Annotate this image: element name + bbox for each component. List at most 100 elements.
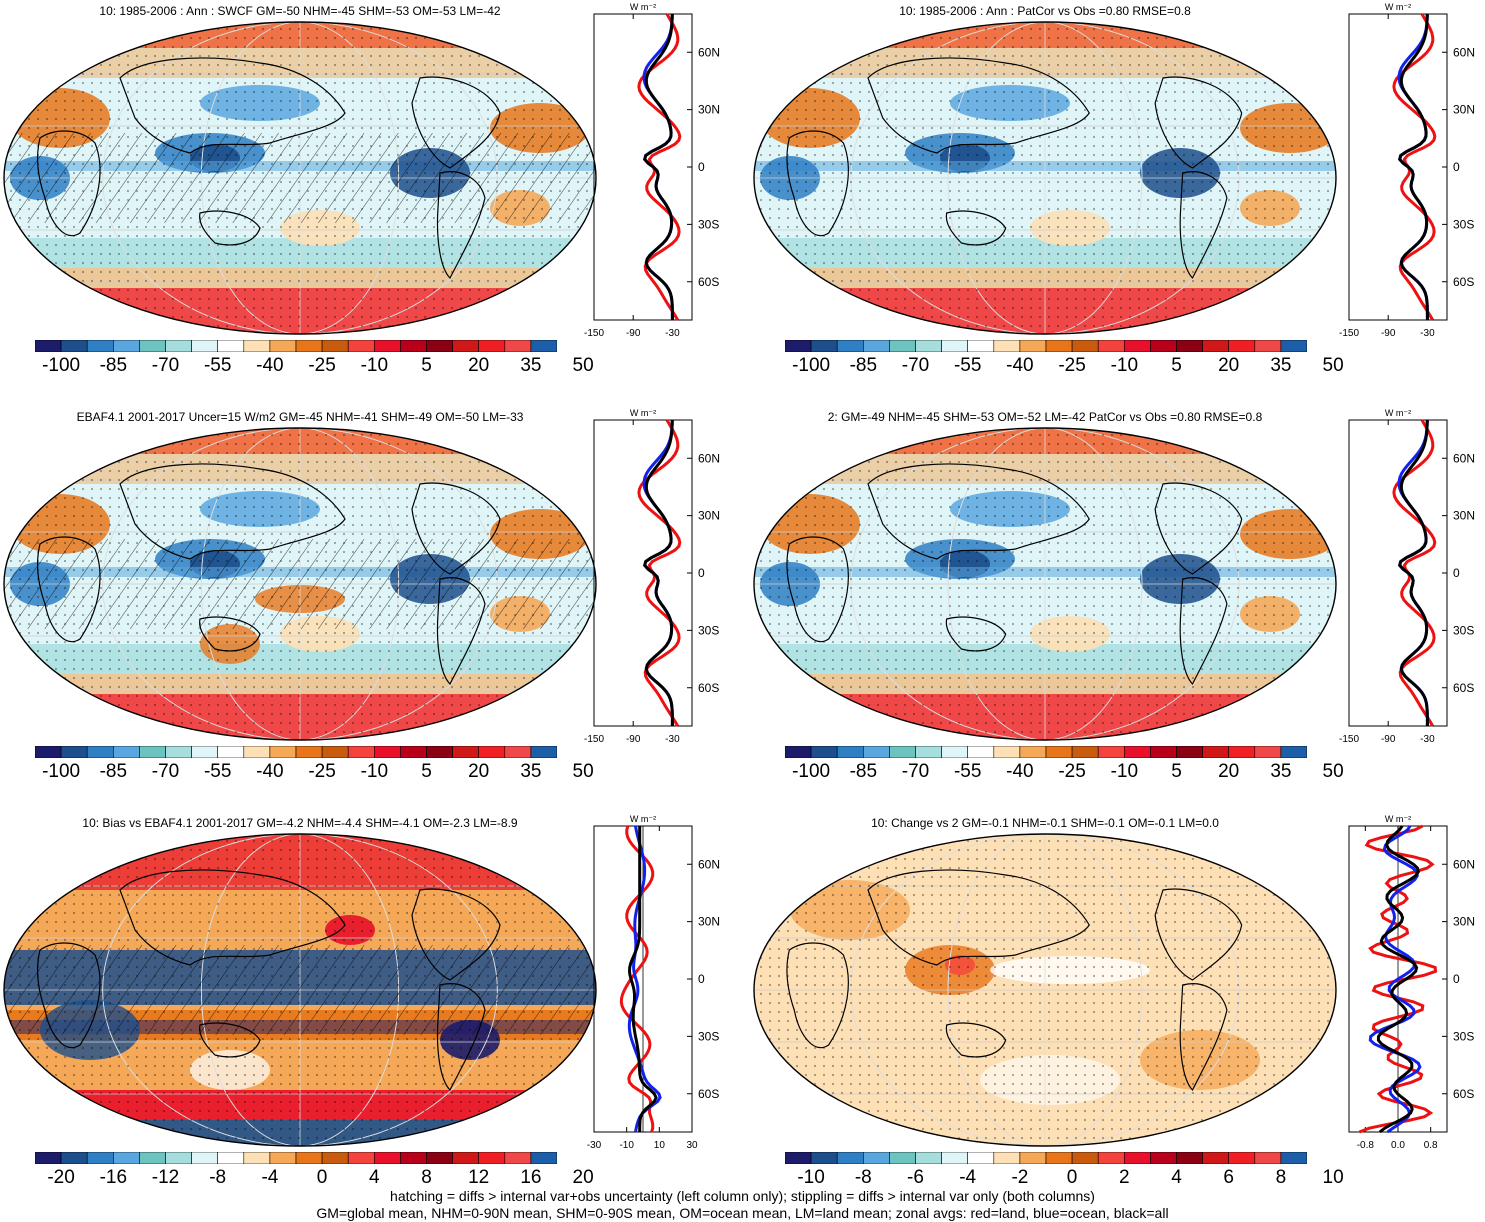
colorbar-label: 8 — [421, 1167, 432, 1188]
colorbar-swatch — [941, 340, 969, 352]
colorbar-swatch — [1071, 746, 1099, 758]
colorbar-label: -10 — [1110, 355, 1139, 376]
zonal-xtick-label: -150 — [1339, 734, 1359, 745]
colorbar-swatch — [1280, 340, 1307, 352]
colorbar-swatch — [321, 340, 349, 352]
colorbar-swatch — [139, 1152, 166, 1164]
colorbar — [35, 746, 557, 758]
colorbar-label: -40 — [256, 355, 284, 376]
zonal-xtick-label: -90 — [626, 734, 641, 745]
zonal-line-all — [1376, 825, 1420, 1134]
zonal-unit-label: W m⁻² — [630, 2, 656, 12]
colorbar-swatch — [217, 746, 245, 758]
colorbar-label: -25 — [1058, 761, 1086, 782]
colorbar-swatch — [1280, 1152, 1307, 1164]
zonal-ytick-label: 30S — [1453, 623, 1474, 637]
zonal-ytick-label: 0 — [1453, 160, 1460, 174]
colorbar-swatch — [1097, 1152, 1125, 1164]
colorbar-label: 35 — [520, 355, 542, 376]
colorbar-label: 20 — [572, 1167, 594, 1188]
footer-line-1: hatching = diffs > internal var+obs unce… — [390, 1188, 1095, 1204]
stippling — [754, 834, 1336, 1146]
colorbar-label: -40 — [1006, 761, 1034, 782]
colorbar-swatch — [1202, 1152, 1230, 1164]
zonal-line-all — [1398, 13, 1429, 320]
colorbar-swatch — [1045, 1152, 1073, 1164]
colorbar-swatch — [863, 1152, 890, 1164]
zonal-ytick-label: 60N — [1453, 451, 1475, 465]
zonal-line-land — [637, 419, 682, 727]
zonal-ytick-label: 30N — [698, 915, 720, 929]
colorbar-swatch — [836, 746, 864, 758]
colorbar-label: -55 — [953, 355, 982, 376]
colorbar-label: 35 — [1270, 355, 1292, 376]
colorbar-label: -40 — [1006, 355, 1034, 376]
colorbar-label: -55 — [203, 761, 232, 782]
colorbar-label: -12 — [151, 1167, 180, 1188]
colorbar-swatch — [836, 340, 864, 352]
zonal-line-all — [627, 826, 658, 1132]
colorbar-label: -10 — [797, 1167, 825, 1188]
colorbar-swatch — [967, 746, 995, 758]
colorbar-swatch — [113, 746, 140, 758]
zonal-xtick-label: -30 — [665, 328, 680, 339]
zonal-ytick-label: 30N — [698, 103, 720, 117]
zonal-xtick-label: -150 — [584, 328, 604, 339]
zonal-ytick-label: 60S — [698, 275, 719, 289]
zonal-xtick-label: -30 — [1420, 734, 1435, 745]
colorbar-swatch — [1254, 340, 1282, 352]
colorbar-swatch — [400, 1152, 427, 1164]
colorbar-label: 50 — [572, 761, 594, 782]
zonal-frame — [593, 13, 693, 321]
panel-title: 10: Change vs 2 GM=-0.1 NHM=-0.1 SHM=-0.… — [871, 816, 1219, 830]
colorbar-labels: -100 -85 -70 -55 -40 -25 -10 5 20 35 50 — [785, 355, 1344, 377]
colorbar-label: 4 — [369, 1167, 380, 1188]
panel-title: 10: Bias vs EBAF4.1 2001-2017 GM=-4.2 NH… — [82, 816, 518, 830]
colorbar-swatch — [113, 340, 140, 352]
robinson-map — [3, 833, 597, 1147]
colorbar-swatch — [321, 1152, 349, 1164]
colorbar-swatch — [967, 340, 995, 352]
zonal-frame — [1348, 419, 1448, 727]
colorbar-label: -100 — [42, 355, 81, 376]
colorbar — [35, 340, 557, 352]
zonal-xtick-label: 30 — [686, 1140, 698, 1151]
map-border — [3, 21, 597, 335]
zonal-ytick-label: 30N — [698, 509, 720, 523]
colorbar-swatch — [836, 1152, 864, 1164]
colorbar-swatch — [1071, 1152, 1099, 1164]
coastlines — [786, 848, 1307, 1092]
colorbar-swatch — [530, 1152, 557, 1164]
colorbar-label: -85 — [99, 355, 128, 376]
zonal-unit-label: W m⁻² — [630, 814, 656, 824]
zonal-xtick-label: -30 — [1420, 328, 1435, 339]
colorbar-label: -100 — [792, 761, 831, 782]
colorbar-label: 16 — [520, 1167, 542, 1188]
colorbar-swatch — [426, 1152, 453, 1164]
zonal-line-land — [637, 13, 682, 321]
colorbar-swatch — [60, 746, 88, 758]
colorbar-label: -6 — [907, 1167, 924, 1188]
hatching — [4, 133, 596, 223]
zonal-ytick-label: 60N — [698, 451, 720, 465]
robinson-map — [753, 427, 1337, 741]
map-border — [753, 833, 1337, 1147]
zonal-ytick-label: 60N — [1453, 857, 1475, 871]
colorbar-swatch — [1228, 1152, 1256, 1164]
colorbar-swatch — [478, 746, 506, 758]
colorbar-swatch — [191, 746, 219, 758]
footer-line-2: GM=global mean, NHM=0-90N mean, SHM=0-90… — [316, 1205, 1169, 1221]
colorbar-swatch — [915, 746, 942, 758]
colorbar-swatch — [113, 1152, 140, 1164]
colorbar-swatch — [1019, 746, 1047, 758]
colorbar-swatch — [1150, 746, 1177, 758]
zonal-xtick-label: -10 — [619, 1140, 634, 1151]
colorbar-label: -70 — [901, 761, 930, 782]
panel-title: 10: 1985-2006 : Ann : SWCF GM=-50 NHM=-4… — [99, 4, 501, 18]
colorbar-label: 20 — [468, 761, 490, 782]
colorbar-swatch — [295, 1152, 323, 1164]
panel-title: 2: GM=-49 NHM=-45 SHM=-53 OM=-52 LM=-42 … — [827, 410, 1263, 424]
stippling — [754, 428, 1336, 740]
colorbar-swatch — [373, 1152, 401, 1164]
colorbar-label: -2 — [1011, 1167, 1029, 1188]
